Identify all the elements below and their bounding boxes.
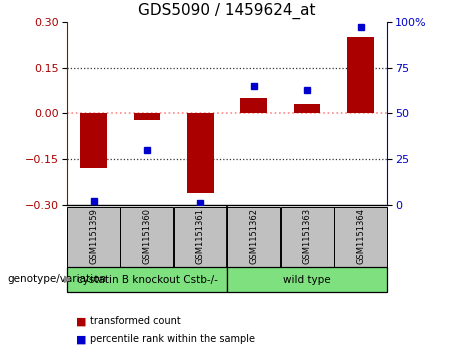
Bar	[67, 207, 120, 267]
Bar	[240, 98, 267, 113]
Text: ■: ■	[76, 316, 87, 326]
Text: GSM1151364: GSM1151364	[356, 208, 365, 264]
Text: genotype/variation: genotype/variation	[7, 274, 106, 284]
Text: GSM1151362: GSM1151362	[249, 208, 258, 264]
Text: GSM1151361: GSM1151361	[196, 208, 205, 264]
Bar	[67, 267, 227, 292]
Text: GSM1151359: GSM1151359	[89, 208, 98, 264]
Text: transformed count: transformed count	[90, 316, 181, 326]
Bar	[80, 113, 107, 168]
Bar	[227, 207, 280, 267]
Text: cystatin B knockout Cstb-/-: cystatin B knockout Cstb-/-	[77, 274, 218, 285]
Text: ▶: ▶	[64, 274, 71, 284]
Bar	[227, 267, 387, 292]
Text: GSM1151363: GSM1151363	[302, 208, 312, 264]
Text: GSM1151360: GSM1151360	[142, 208, 152, 264]
Text: ■: ■	[76, 334, 87, 344]
Bar	[174, 207, 227, 267]
Bar	[281, 207, 334, 267]
Bar	[120, 207, 173, 267]
Bar	[294, 104, 320, 113]
Bar	[347, 37, 374, 113]
Bar	[334, 207, 387, 267]
Bar	[134, 113, 160, 119]
Bar	[187, 113, 214, 193]
Title: GDS5090 / 1459624_at: GDS5090 / 1459624_at	[138, 3, 316, 19]
Text: wild type: wild type	[284, 274, 331, 285]
Text: percentile rank within the sample: percentile rank within the sample	[90, 334, 255, 344]
